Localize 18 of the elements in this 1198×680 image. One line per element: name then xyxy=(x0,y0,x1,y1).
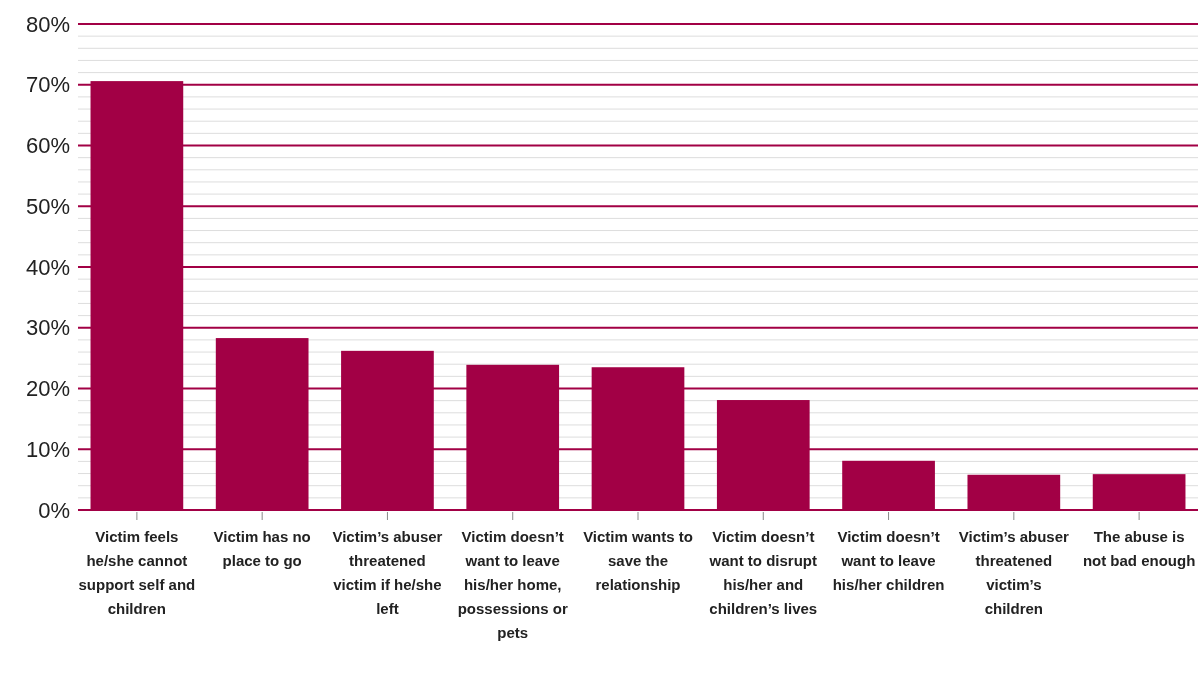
x-tick-label: Victim’s abuser threatened victim if he/she left xyxy=(332,528,443,617)
x-tick-label: Victim doesn’t want to leave his/her children xyxy=(832,528,945,593)
y-tick-label: 40% xyxy=(25,254,70,280)
y-tick-label: 10% xyxy=(25,436,70,462)
x-tick-label: Victim’s abuser threatened victim’s children xyxy=(958,528,1070,617)
y-tick-label: 60% xyxy=(25,133,70,159)
x-tick-label: Victim wants to save the relationship xyxy=(583,528,693,593)
y-tick-label: 50% xyxy=(25,193,70,219)
x-tick-label: Victim has no place to go xyxy=(213,528,311,569)
x-tick-label: Victim doesn’t want to leave his/her home, possessions or pets xyxy=(457,528,568,641)
x-tick-label: The abuse is not bad enough xyxy=(1082,528,1196,569)
y-tick-label: 80% xyxy=(25,11,70,37)
y-tick-label: 70% xyxy=(25,72,70,98)
y-tick-label: 30% xyxy=(25,315,70,341)
y-tick-label: 20% xyxy=(25,376,70,402)
y-tick-label: 0% xyxy=(38,497,70,523)
x-tick-label: Victim doesn’t want to disrupt his/her and children’s lives xyxy=(708,528,818,617)
x-tick-label: Victim feels he/she cannot support self and children xyxy=(78,528,196,617)
